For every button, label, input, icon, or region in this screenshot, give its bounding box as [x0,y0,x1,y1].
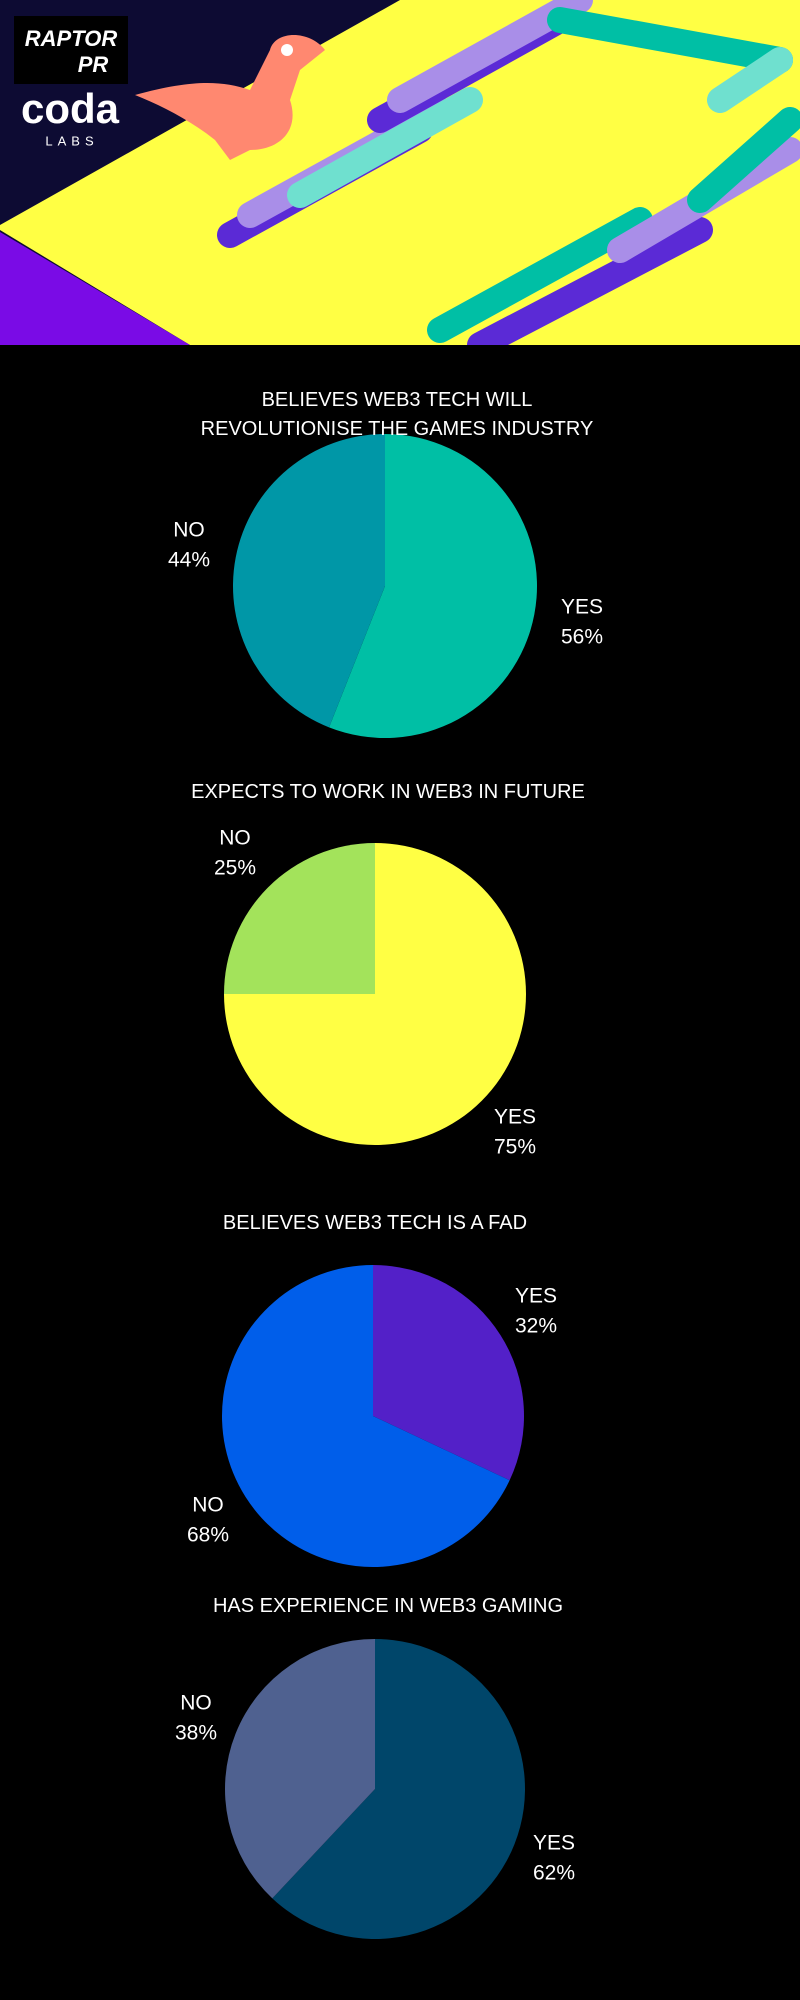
slice-category: NO [173,519,205,542]
slice-value-label: 75% [494,1136,536,1159]
pie-slice [272,1639,525,1940]
pie-slice [329,434,537,738]
chart-title: EXPECTS TO WORK IN WEB3 IN FUTURE [191,781,585,803]
slice-category: YES [561,596,603,619]
slice-category: NO [180,1692,212,1715]
brand-text: coda [21,85,120,132]
slice-value-label: 38% [175,1722,217,1745]
slice-value-label: 25% [214,857,256,880]
chart-title: BELIEVES WEB3 TECH WILL REVOLUTIONISE TH… [200,389,594,440]
chart-title: HAS EXPERIENCE IN WEB3 GAMING [212,1595,564,1617]
slice-category: YES [494,1106,536,1129]
pie-slice [222,1265,510,1567]
slice-category: NO [192,1494,224,1517]
logo-text: RAPTOR [25,26,118,51]
slice-value-label: 56% [561,626,603,649]
slice-value-label: 44% [168,549,210,572]
header-banner: RAPTOR PR coda LABS [0,0,800,345]
pie-slice [373,1265,524,1481]
pie-slice [225,1639,375,1899]
pie-slice [224,843,375,994]
slice-category: YES [515,1285,557,1308]
slice-value-label: 68% [187,1524,229,1547]
chart-title: BELIEVES WEB3 TECH IS A FAD [222,1212,528,1234]
slice-category: YES [533,1832,575,1855]
pie-slice [232,434,385,728]
brand-sub: LABS [45,133,98,148]
slice-value-label: 32% [515,1315,557,1338]
slice-category: NO [219,827,251,850]
slice-value-label: 62% [533,1862,575,1885]
logo-text: PR [78,52,109,77]
